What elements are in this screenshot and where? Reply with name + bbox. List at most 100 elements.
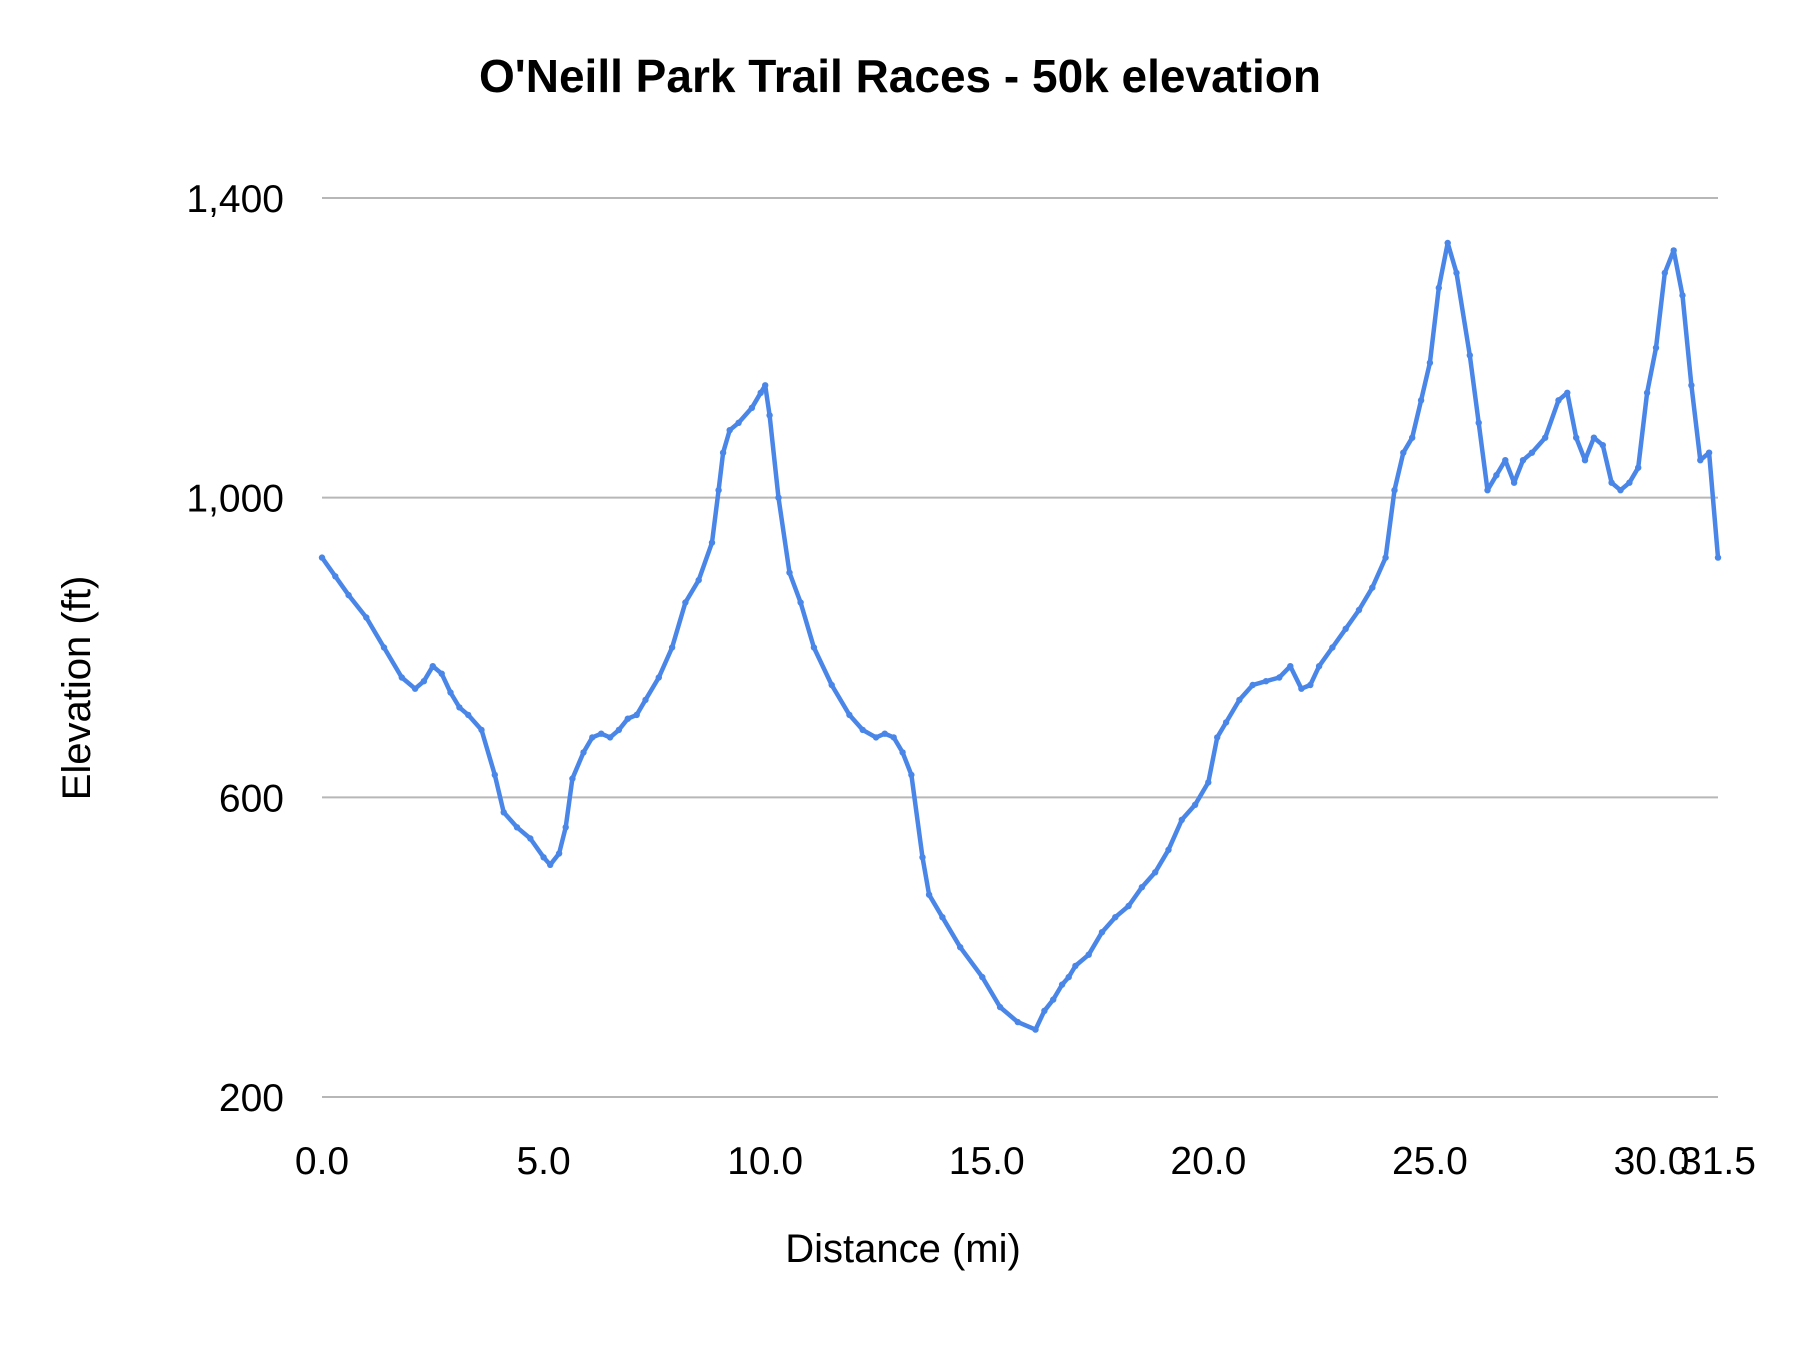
data-point	[624, 715, 631, 722]
data-point	[1617, 487, 1624, 494]
data-point	[1138, 884, 1146, 891]
data-point	[1697, 457, 1704, 464]
data-point	[908, 771, 915, 779]
data-point	[775, 494, 782, 501]
data-point	[1058, 981, 1066, 988]
data-point	[1191, 801, 1199, 808]
data-point	[762, 382, 769, 389]
data-point	[1652, 344, 1660, 351]
y-tick-label: 200	[219, 1077, 284, 1120]
data-point	[1573, 434, 1580, 441]
x-tick-label: 0.0	[295, 1140, 349, 1183]
data-point	[1493, 472, 1500, 479]
data-point	[429, 663, 436, 670]
data-point	[766, 412, 773, 419]
data-point	[1065, 973, 1072, 981]
data-point	[1342, 625, 1349, 632]
data-point	[438, 670, 445, 677]
data-point	[719, 449, 727, 456]
data-point	[547, 861, 554, 868]
data-point	[872, 734, 880, 741]
data-point	[899, 749, 906, 756]
data-point	[1369, 584, 1376, 591]
data-point	[465, 711, 472, 719]
data-point	[1435, 284, 1443, 292]
data-point	[1050, 996, 1057, 1003]
data-point	[1072, 962, 1079, 970]
data-point	[1249, 681, 1256, 689]
data-point	[957, 944, 964, 951]
data-point	[598, 730, 605, 737]
data-point	[735, 419, 742, 426]
chart-title: O'Neill Park Trail Races - 50k elevation	[479, 50, 1321, 102]
data-point	[513, 824, 521, 831]
data-point	[939, 914, 946, 921]
data-point	[1643, 389, 1651, 396]
data-point	[1670, 247, 1677, 254]
data-point	[478, 726, 485, 734]
x-tick-label: 20.0	[1170, 1140, 1246, 1183]
data-point	[1298, 685, 1305, 692]
data-point	[380, 644, 388, 651]
data-point	[589, 734, 596, 741]
data-point	[615, 726, 623, 734]
data-point	[1417, 397, 1425, 404]
elevation-series-line	[319, 240, 1721, 1032]
data-point	[1315, 663, 1323, 670]
data-point	[1444, 239, 1451, 247]
data-point	[1165, 846, 1172, 853]
data-point	[881, 730, 888, 737]
data-point	[786, 569, 793, 576]
data-point	[1032, 1026, 1039, 1033]
data-point	[1635, 464, 1642, 471]
data-point	[1085, 951, 1092, 958]
y-axis-ticks: 200 600 1,000 1,400	[186, 178, 284, 1120]
data-point	[606, 734, 614, 741]
data-point	[1409, 434, 1416, 441]
data-point	[1555, 397, 1562, 404]
data-point	[540, 854, 547, 861]
data-point	[668, 644, 676, 651]
data-point	[1329, 644, 1336, 651]
data-point	[1098, 929, 1106, 936]
x-tick-label: 25.0	[1392, 1140, 1468, 1183]
data-point	[1041, 1007, 1048, 1014]
x-tick-label: 5.0	[516, 1140, 570, 1183]
data-point	[580, 749, 587, 756]
data-point	[810, 644, 818, 651]
data-point	[642, 696, 649, 704]
data-point	[500, 809, 507, 816]
data-point	[1502, 457, 1509, 464]
data-point	[1542, 434, 1549, 441]
data-point	[1581, 457, 1589, 464]
data-point	[527, 835, 534, 842]
data-point	[1519, 457, 1527, 464]
data-point	[1400, 449, 1407, 456]
data-point	[715, 487, 722, 494]
data-point	[1307, 681, 1314, 689]
data-point	[925, 891, 933, 898]
data-point	[1222, 719, 1230, 726]
data-point	[828, 681, 835, 689]
gridlines	[322, 197, 1718, 1098]
x-axis-ticks: 0.0 5.0 10.0 15.0 20.0 25.0 30.031.5	[295, 1140, 1756, 1183]
data-point	[420, 678, 428, 685]
data-point	[1466, 352, 1474, 359]
data-point	[1484, 487, 1491, 494]
data-point	[398, 674, 405, 681]
data-point	[1205, 779, 1212, 786]
data-point	[332, 573, 339, 580]
data-point	[1125, 902, 1132, 910]
data-point	[411, 685, 419, 692]
data-point	[1714, 554, 1722, 561]
data-point	[979, 973, 986, 981]
data-point	[1626, 479, 1633, 486]
data-point	[562, 824, 569, 831]
x-tick-label: 31.5	[1680, 1140, 1756, 1183]
data-point	[1262, 678, 1270, 685]
data-point	[655, 674, 662, 681]
data-point	[1276, 674, 1283, 681]
data-point	[1152, 869, 1159, 876]
